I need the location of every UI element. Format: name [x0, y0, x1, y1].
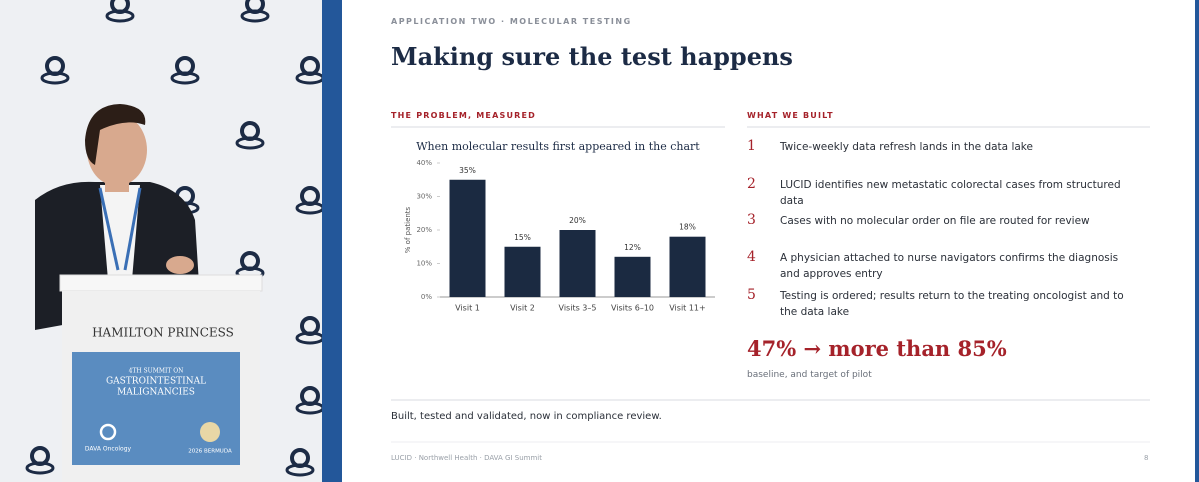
- logo-ring: [245, 0, 265, 14]
- slide-edge: [1195, 0, 1199, 482]
- logo-ring: [110, 0, 130, 14]
- bar: [504, 246, 541, 297]
- event-name: GASTROINTESTINAL: [106, 377, 206, 387]
- location-logo: [200, 422, 220, 442]
- y-tick-label: 20%: [416, 226, 432, 234]
- step-text: A physician attached to nurse navigators…: [780, 252, 1119, 280]
- video-divider: [322, 0, 342, 482]
- bar: [614, 256, 651, 297]
- logo-ring: [300, 386, 320, 406]
- bar: [449, 179, 486, 297]
- x-tick-label: Visit 1: [455, 304, 480, 313]
- logo-ring: [45, 56, 65, 76]
- podium-name: HAMILTON PRINCESS: [92, 326, 234, 340]
- value-label: 20%: [569, 216, 586, 225]
- value-label: 18%: [679, 223, 696, 232]
- kicker: APPLICATION TWO · MOLECULAR TESTING: [391, 17, 632, 26]
- summary: Built, tested and validated, now in comp…: [391, 411, 662, 422]
- step-number: 4: [747, 249, 756, 265]
- step-text: LUCID identifies new metastatic colorect…: [780, 179, 1121, 207]
- logo-ring: [290, 448, 310, 468]
- x-tick-label: Visit 2: [510, 304, 535, 313]
- logo-ring: [300, 56, 320, 76]
- value-label: 12%: [624, 243, 641, 252]
- step-number: 3: [747, 212, 756, 228]
- podium-top: [59, 274, 263, 292]
- chart: 0% 10% 20% 30% 40% Visit 1 35% Visit 2 15% Visits…: [416, 159, 715, 313]
- step-number: 1: [747, 138, 756, 154]
- y-tick-label: 10%: [416, 260, 432, 268]
- logo-ring: [175, 56, 195, 76]
- logo-ring: [240, 121, 260, 141]
- step-text: Testing is ordered; results return to th…: [780, 290, 1124, 318]
- logo-ring: [30, 446, 50, 466]
- logo-ring: [300, 186, 320, 206]
- step-number: 5: [747, 287, 756, 303]
- x-tick-label: Visit 11+: [669, 304, 705, 313]
- x-tick-label: Visits 6–10: [611, 304, 654, 313]
- value-label: 35%: [459, 166, 476, 175]
- chart-title: When molecular results first appeared in…: [416, 140, 700, 153]
- y-tick-label: 40%: [416, 159, 432, 167]
- footer: LUCID · Northwell Health · DAVA GI Summi…: [391, 454, 542, 462]
- event-name: MALIGNANCIES: [117, 388, 195, 398]
- step-number: 2: [747, 176, 756, 192]
- page-number: 8: [1144, 454, 1149, 462]
- bar: [669, 236, 706, 297]
- y-axis-label: % of patients: [404, 206, 412, 253]
- section-heading: WHAT WE BUILT: [747, 111, 834, 120]
- y-tick-label: 0%: [421, 293, 432, 301]
- step-text: Cases with no molecular order on file ar…: [780, 215, 1090, 227]
- logo-ring: [240, 251, 260, 271]
- bar: [559, 230, 596, 297]
- y-tick-label: 30%: [416, 193, 432, 201]
- slide-title: Making sure the test happens: [391, 42, 793, 71]
- sponsor-logo: [99, 423, 117, 441]
- sponsor: DAVA Oncology: [85, 446, 132, 453]
- logo-ring: [300, 316, 320, 336]
- step-text: Twice-weekly data refresh lands in the d…: [780, 141, 1033, 153]
- headline-note: baseline, and target of pilot: [747, 370, 872, 380]
- value-label: 15%: [514, 233, 531, 242]
- x-tick-label: Visits 3–5: [559, 304, 597, 313]
- headline: 47% → more than 85%: [747, 336, 1007, 361]
- podium-panel: [72, 352, 240, 465]
- section-heading: THE PROBLEM, MEASURED: [391, 111, 537, 120]
- event-edition: 4TH SUMMIT ON: [129, 368, 184, 375]
- location: 2026 BERMUDA: [188, 449, 232, 455]
